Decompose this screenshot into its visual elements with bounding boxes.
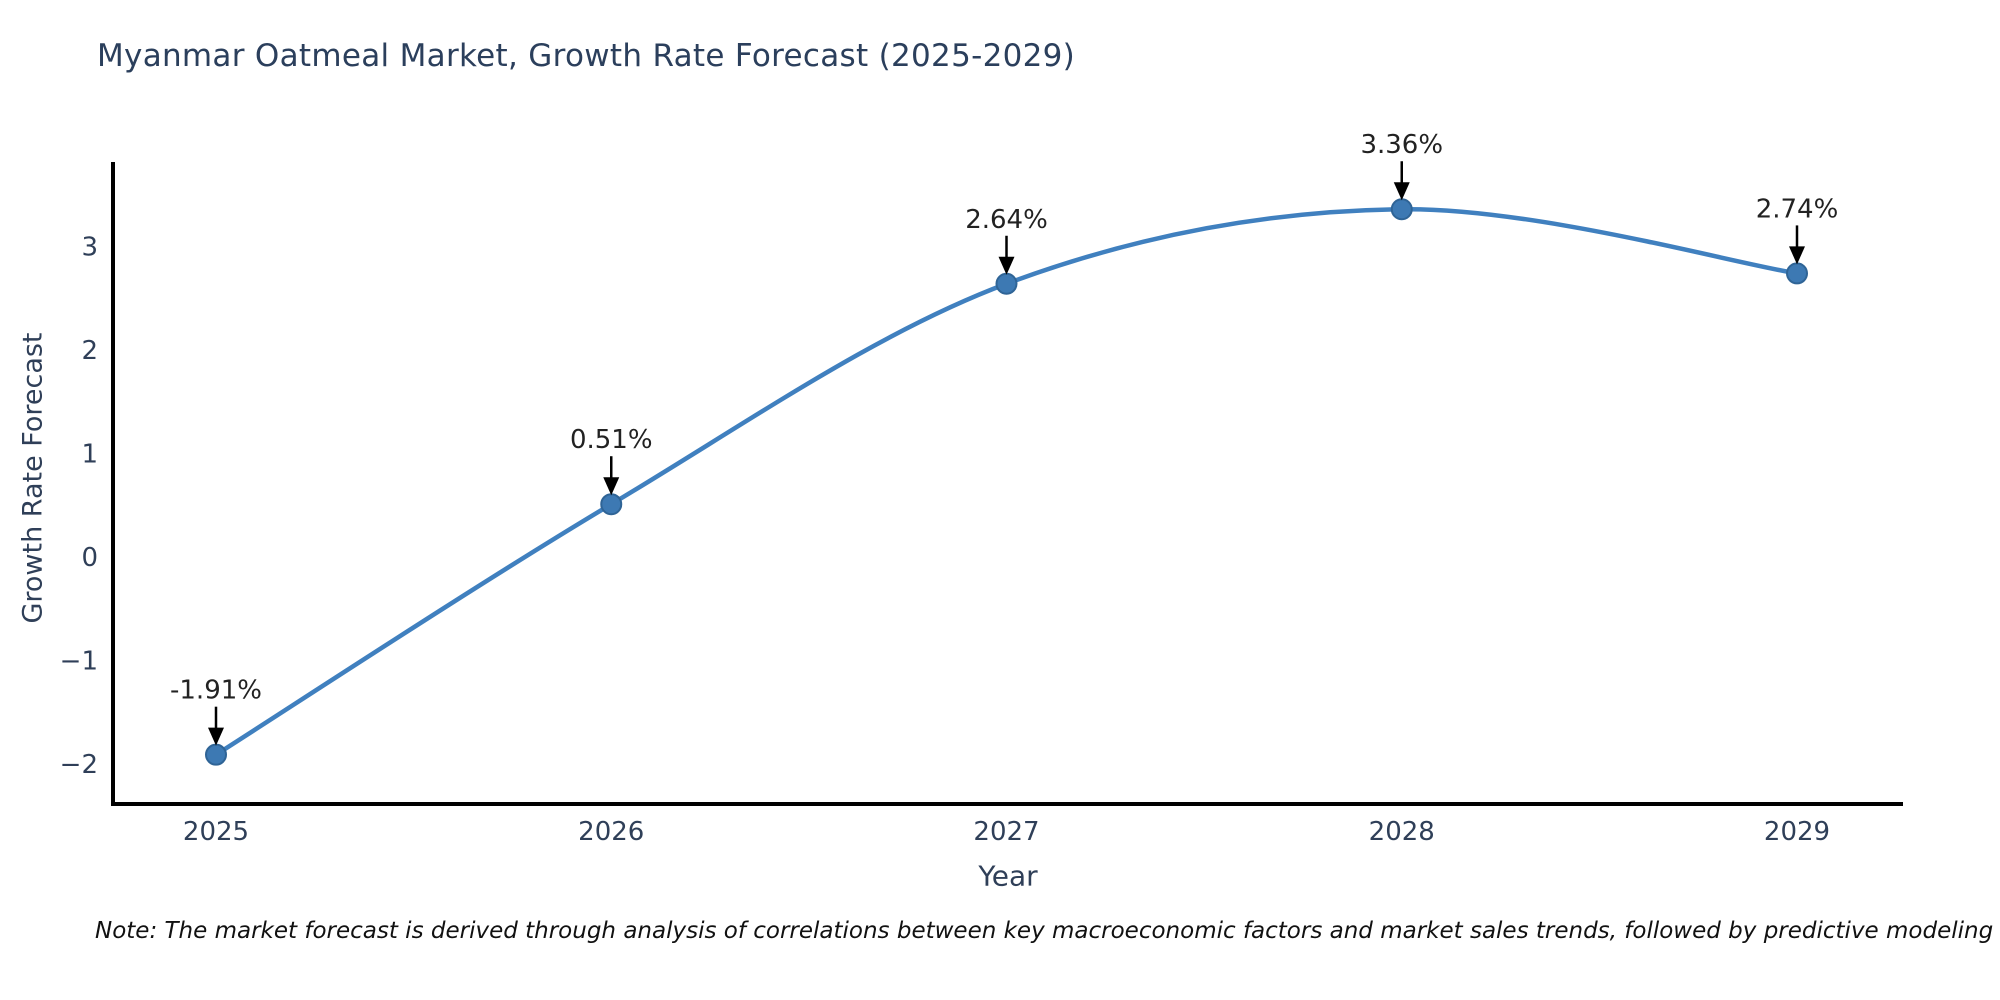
y-tick-label: 1 — [81, 440, 98, 470]
x-tick-label: 2029 — [1764, 817, 1830, 847]
y-tick-label: 3 — [81, 233, 98, 263]
data-point-marker — [995, 272, 1018, 295]
y-tick-label: −2 — [60, 750, 98, 780]
axis-lines — [111, 162, 1903, 806]
y-axis-title: Growth Rate Forecast — [17, 332, 49, 624]
x-tick-label: 2028 — [1369, 817, 1435, 847]
annotation-label: 2.64% — [965, 205, 1048, 235]
x-tick-label: 2025 — [183, 817, 249, 847]
data-point-marker — [205, 743, 227, 766]
annotation-arrowhead — [208, 727, 224, 746]
annotation-label: 3.36% — [1360, 130, 1443, 160]
x-tick-label: 2026 — [578, 817, 644, 847]
data-point-marker — [1390, 198, 1413, 221]
data-point-marker — [600, 493, 623, 516]
annotation-arrowhead — [603, 477, 620, 496]
annotation-label: 2.74% — [1756, 194, 1839, 224]
y-tick-label: −1 — [60, 647, 98, 677]
annotation-arrowhead — [1789, 246, 1805, 265]
chart-title: Myanmar Oatmeal Market, Growth Rate Fore… — [97, 38, 1076, 74]
data-point-marker — [1786, 262, 1808, 285]
y-tick-label: 2 — [81, 336, 98, 366]
annotation-arrowhead — [1393, 182, 1410, 201]
annotation-label: 0.51% — [570, 425, 653, 455]
y-tick-label: 0 — [81, 543, 98, 573]
annotation-label: -1.91% — [170, 676, 262, 706]
x-axis-title: Year — [978, 859, 1038, 893]
x-tick-label: 2027 — [973, 817, 1039, 847]
chart-footnote: Note: The market forecast is derived thr… — [95, 918, 2000, 944]
annotation-arrowhead — [998, 256, 1015, 275]
